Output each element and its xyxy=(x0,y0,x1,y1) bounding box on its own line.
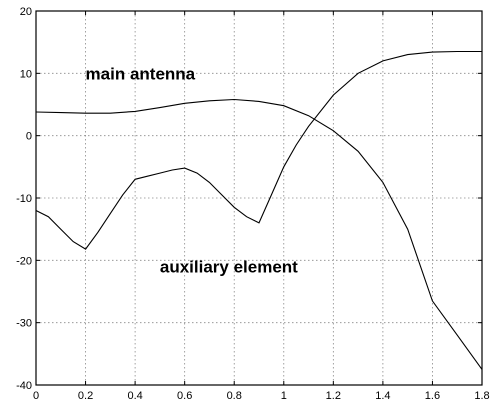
annotations: main antenna auxiliary element xyxy=(86,64,299,276)
x-tick-label: 1.4 xyxy=(375,390,390,402)
series-layer xyxy=(35,50,483,370)
series-line-2 xyxy=(35,50,482,250)
x-tick-label: 1 xyxy=(281,390,287,402)
annotation-label: auxiliary element xyxy=(160,258,298,277)
x-axis-ticks: 0 0.2 0.4 0.6 0.8 1 1.2 1.4 1.6 1.8 xyxy=(33,11,490,402)
y-tick-label: -40 xyxy=(16,380,32,392)
x-tick-label: 1.6 xyxy=(425,390,440,402)
x-tick-label: 0.4 xyxy=(127,390,142,402)
annotation-label: main antenna xyxy=(86,64,196,83)
y-tick-label: 10 xyxy=(20,68,32,80)
x-tick-label: 0 xyxy=(33,390,39,402)
x-tick-label: 0.2 xyxy=(78,390,93,402)
y-tick-label: -10 xyxy=(16,193,32,205)
y-tick-label: 20 xyxy=(20,6,32,18)
x-tick-label: 1.2 xyxy=(326,390,341,402)
y-tick-label: 0 xyxy=(26,131,32,143)
x-tick-label: 0.8 xyxy=(227,390,242,402)
y-tick-label: -30 xyxy=(16,318,32,330)
y-axis-ticks: -40 -30 -20 -10 0 10 20 xyxy=(16,6,482,392)
x-tick-label: 1.8 xyxy=(474,390,489,402)
x-tick-label: 0.6 xyxy=(177,390,192,402)
y-tick-label: -20 xyxy=(16,255,32,267)
series-line-1 xyxy=(35,98,483,370)
